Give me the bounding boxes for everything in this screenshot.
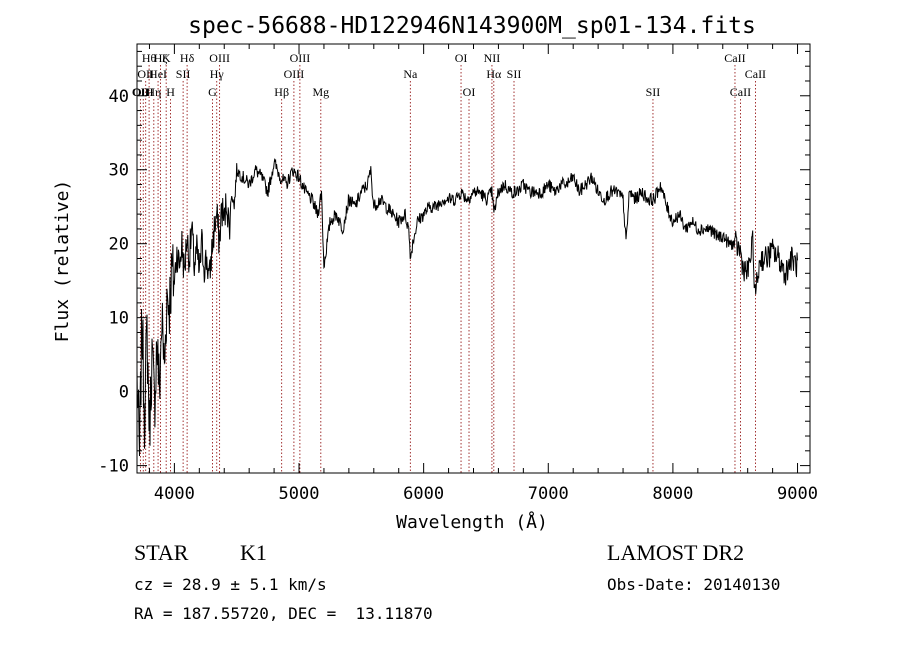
x-tick-label: 5000 (279, 484, 320, 504)
line-marker-label: CaII (745, 67, 766, 81)
obs-date: Obs-Date: 20140130 (607, 575, 780, 594)
y-tick-label: -10 (98, 457, 129, 477)
object-subclass: K1 (240, 540, 267, 565)
line-marker-label: K (162, 51, 171, 65)
line-marker-label: CaII (724, 51, 745, 65)
line-marker-label: OII (137, 67, 154, 81)
y-axis: -10 0 10 20 30 40 (98, 50, 810, 477)
line-marker-label: OIII (284, 67, 305, 81)
x-tick-label: 9000 (777, 484, 818, 504)
line-marker-label: G (208, 85, 217, 99)
line-marker-label: SII (646, 85, 661, 99)
emission-line-markers (139, 65, 756, 473)
line-marker-label: Hδ (180, 51, 195, 65)
y-tick-label: 20 (109, 235, 129, 255)
line-marker-label: OIII (290, 51, 311, 65)
survey-name: LAMOST DR2 (607, 540, 744, 565)
line-marker-label: OIII (209, 51, 230, 65)
line-marker-label: HeI (149, 67, 167, 81)
plot-frame (136, 43, 811, 474)
emission-line-labels: OIIOIIIOIIHθHηHeIHζKHSIIHδGHγOIIIHβOIIIO… (132, 51, 766, 99)
line-marker-label: OI (455, 51, 468, 65)
line-marker-label: Hη (146, 85, 161, 99)
line-marker-label: NII (484, 51, 501, 65)
spectrum-line (136, 157, 798, 457)
line-marker-label: Hα (486, 67, 502, 81)
y-tick-label: 30 (109, 161, 129, 181)
y-tick-label: 10 (109, 309, 129, 329)
line-marker-label: Hθ (142, 51, 157, 65)
redshift-cz: cz = 28.9 ± 5.1 km/s (134, 575, 327, 594)
x-tick-label: 7000 (528, 484, 569, 504)
object-class: STAR (134, 540, 189, 565)
y-axis-label: Flux (relative) (52, 180, 73, 343)
line-marker-label: Na (403, 67, 418, 81)
line-marker-label: Hβ (274, 85, 289, 99)
line-marker-label: H (166, 85, 175, 99)
x-axis: 4000 5000 6000 7000 8000 9000 (148, 44, 818, 504)
x-tick-label: 4000 (154, 484, 195, 504)
line-marker-label: OI (463, 85, 476, 99)
line-marker-label: Hζ (154, 51, 168, 65)
line-marker-label: Hγ (210, 67, 225, 81)
y-tick-label: 40 (109, 87, 129, 107)
chart-title: spec-56688-HD122946N143900M_sp01-134.fit… (188, 13, 756, 39)
x-tick-label: 6000 (403, 484, 444, 504)
line-marker-label: SII (507, 67, 522, 81)
y-tick-label: 0 (119, 383, 129, 403)
x-tick-label: 8000 (652, 484, 693, 504)
line-marker-label: SII (176, 67, 191, 81)
line-marker-label: CaII (730, 85, 751, 99)
line-marker-label: Mg (312, 85, 329, 99)
x-axis-label: Wavelength (Å) (396, 511, 548, 533)
coordinates: RA = 187.55720, DEC = 13.11870 (134, 604, 433, 623)
